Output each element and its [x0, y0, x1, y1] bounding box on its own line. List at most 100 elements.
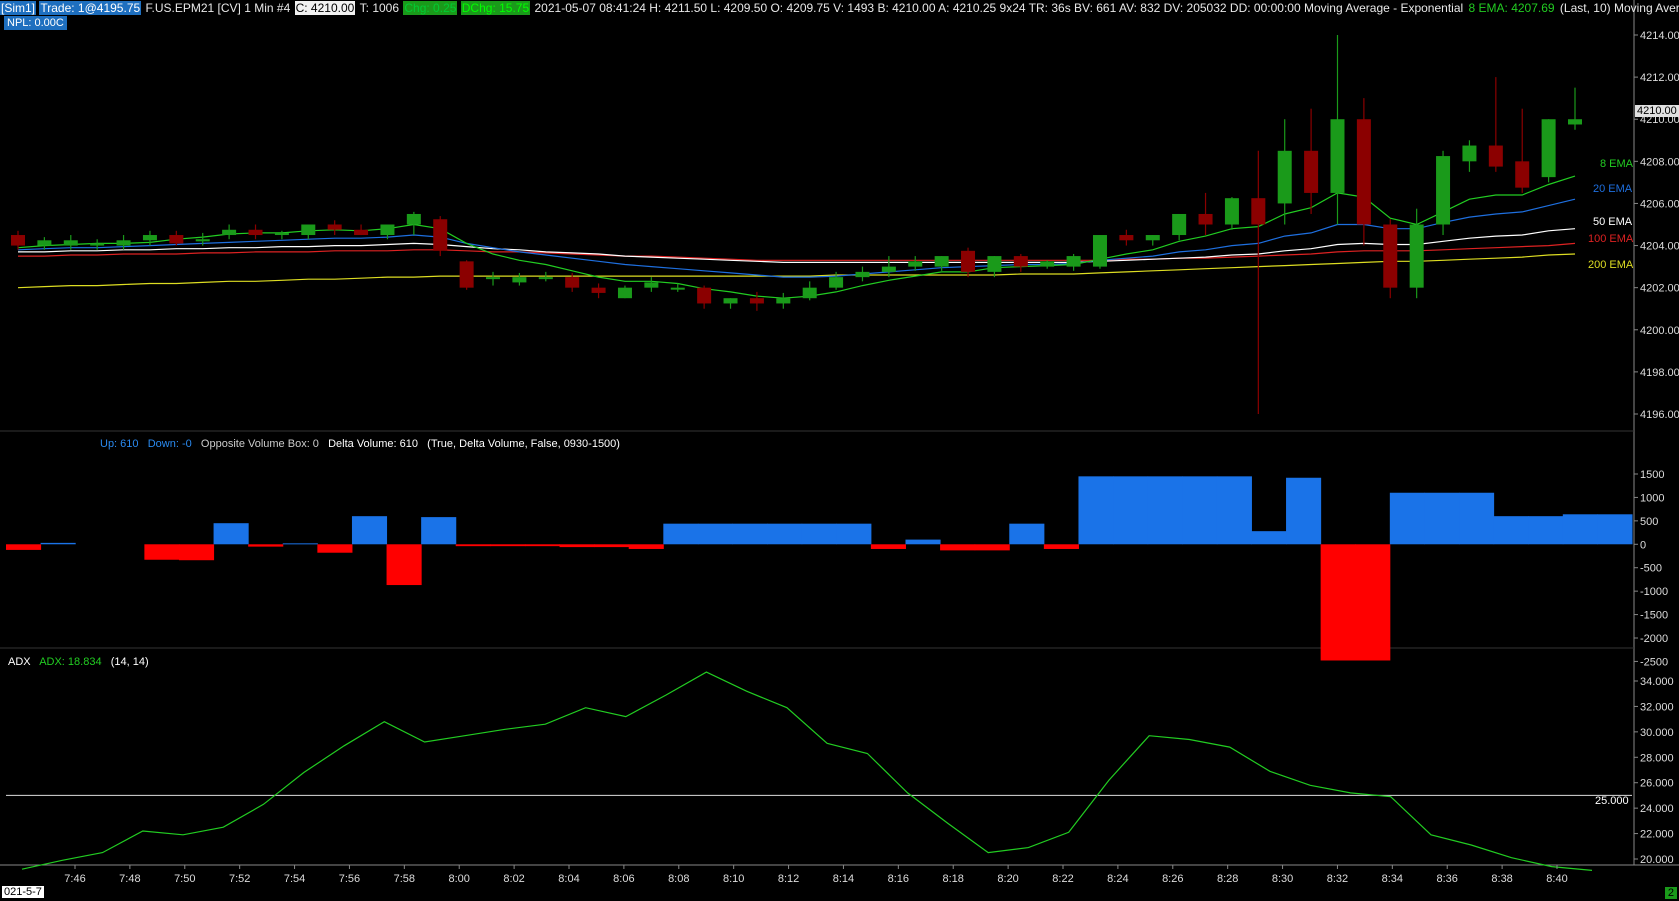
volume-bar-up [1424, 492, 1460, 545]
time-tick-label: 8:20 [997, 873, 1018, 885]
volume-bar-down [6, 544, 42, 550]
candle-up [1224, 198, 1239, 225]
adx-legend: ADX ADX: 18.834 (14, 14) [8, 656, 149, 668]
ema50-line [18, 228, 1576, 263]
candle-down [1251, 198, 1266, 225]
volume-bar-up [1528, 516, 1564, 545]
time-tick-label: 7:46 [64, 873, 85, 885]
volume-bar-up [421, 517, 457, 545]
candle-up [406, 213, 421, 225]
candle-up [37, 240, 52, 246]
adx-tick-label: 28.000 [1640, 752, 1674, 764]
time-tick-label: 8:16 [888, 873, 909, 885]
ema20-line [17, 198, 1576, 278]
candle-up [1568, 119, 1582, 125]
volume-bar-up [732, 523, 768, 545]
volume-tick-label: -1000 [1640, 586, 1668, 598]
adx-line [21, 671, 1593, 871]
time-tick-label: 8:02 [503, 873, 524, 885]
candle-down [354, 229, 369, 236]
time-tick-label: 7:50 [174, 873, 195, 885]
candle-down [697, 287, 712, 304]
candle-down [327, 224, 342, 230]
time-tick-label: 8:18 [943, 873, 964, 885]
candle-up [670, 287, 685, 290]
volume-bar-up [1286, 477, 1322, 545]
daily-change-value: DChg: 15.75 [460, 1, 531, 15]
volume-bar-down [559, 544, 595, 548]
volume-bar-up [767, 523, 803, 545]
candle-up [723, 298, 738, 304]
time-tick-label: 8:24 [1107, 873, 1128, 885]
candle-down [1488, 145, 1503, 167]
volume-bar-up [1459, 492, 1495, 545]
time-tick-label: 8:32 [1327, 873, 1348, 885]
candle-down [961, 250, 976, 272]
candle-up [274, 232, 289, 236]
candle-up [617, 287, 632, 299]
volume-bar-down [144, 544, 180, 560]
candle-down [1304, 150, 1319, 193]
price-tick-label: 4196.00 [1640, 409, 1679, 421]
candle-down [565, 277, 580, 288]
time-tick-label: 7:54 [284, 873, 305, 885]
time-tick-label: 8:26 [1162, 873, 1183, 885]
candle-up [802, 287, 817, 299]
npl-badge: NPL: 0.00C [4, 16, 67, 30]
price-tick-label: 4212.00 [1640, 72, 1679, 84]
volume-bar-down [490, 544, 526, 547]
price-tick-label: 4208.00 [1640, 156, 1679, 168]
volume-bar-up [836, 523, 872, 545]
candle-down [1383, 224, 1398, 288]
candle-up [222, 229, 237, 236]
current-price-tag: 4210.00 [1635, 105, 1679, 117]
candle-up [486, 277, 501, 280]
close-value: C: 4210.00 [294, 1, 356, 15]
time-tick-label: 8:36 [1437, 873, 1458, 885]
volume-tick-label: -500 [1640, 563, 1662, 575]
time-tick-label: 8:40 [1546, 873, 1567, 885]
corner-indicator[interactable]: 2 [1664, 887, 1677, 899]
sim-account[interactable]: [Sim1] [0, 1, 37, 15]
candle-up [63, 240, 78, 246]
time-tick-label: 8:28 [1217, 873, 1238, 885]
candle-down [248, 229, 263, 236]
candle-down [11, 235, 25, 246]
time-tick-label: 8:10 [723, 873, 744, 885]
adx-name: ADX [8, 656, 31, 668]
candle-up [512, 277, 527, 283]
ema8-value: 8 EMA: 4207.69 [1468, 1, 1555, 15]
volume-bar-down [178, 544, 215, 561]
ema100-tag: 100 EMA [1588, 233, 1634, 245]
volume-bar-up [351, 516, 388, 545]
price-tick-label: 4204.00 [1640, 241, 1679, 253]
volume-bar-up [1562, 514, 1598, 545]
candle-up [987, 256, 1002, 272]
candle-up [538, 277, 553, 280]
candle-up [881, 266, 896, 272]
last-trade: Trade: 1@4195.75 [39, 1, 142, 15]
volume-bar-up [1009, 523, 1045, 545]
ema8-tag: 8 EMA [1600, 158, 1634, 170]
symbol-label[interactable]: F.US.EPM21 [CV] 1 Min #4 [145, 1, 291, 15]
candle-down [749, 298, 764, 304]
candle-down [1356, 119, 1371, 225]
time-tick-label: 7:56 [339, 873, 360, 885]
volume-bar-up [1078, 476, 1114, 545]
volume-bar-down [594, 544, 630, 548]
volume-bar-up [1147, 476, 1183, 545]
time-tick-label: 8:22 [1052, 873, 1073, 885]
up-volume: Up: 610 [100, 438, 139, 450]
chart-header: [Sim1] Trade: 1@4195.75 F.US.EPM21 [CV] … [0, 0, 1679, 16]
volume-bar-down [317, 544, 353, 553]
adx-params: (14, 14) [110, 656, 149, 668]
candle-down [591, 287, 606, 293]
time-tick-label: 8:12 [778, 873, 799, 885]
study-label: (Last, 10) Moving Average - Expo [1559, 1, 1679, 15]
volume-bar-down [386, 544, 422, 586]
volume-bar-up [1216, 476, 1252, 545]
time-tick-label: 8:04 [558, 873, 579, 885]
ema20-tag: 20 EMA [1593, 183, 1633, 195]
volume-tick-label: 0 [1640, 539, 1646, 551]
